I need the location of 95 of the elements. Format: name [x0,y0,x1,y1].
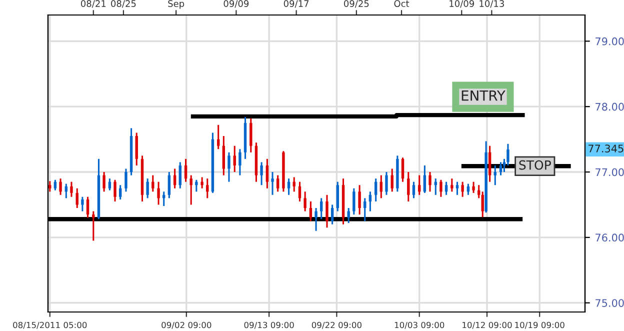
candlestick [352,188,356,216]
candlestick [320,197,323,220]
candlestick [423,164,426,194]
x2-tick-label: Oct [394,0,410,7]
candlestick [330,204,334,226]
candlestick [260,161,263,186]
candlestick [380,174,383,199]
candlestick [407,171,410,202]
candlestick [152,174,154,192]
candlestick [412,181,416,199]
candlestick [108,178,112,192]
x-tick-label: 10/03 09:00 [394,322,444,329]
candlestick [336,181,339,212]
candlestick [385,171,388,196]
annotation: STOP [519,160,551,170]
candlestick [233,145,236,173]
x-tick-label: 09/22 09:00 [312,322,362,329]
x2-tick-label: 10/13 [480,0,504,8]
candlestick [428,171,432,192]
candlestick [292,176,296,192]
candlestick [347,207,350,224]
candlestick [124,168,128,192]
candlestick [401,156,404,183]
x2-tick-label: 10/09 [450,0,474,8]
candlestick [478,184,480,199]
candlestick [481,190,484,218]
candlestick [287,178,290,196]
candlestick [228,152,230,183]
candlestick [271,171,274,196]
candlestick [358,184,361,216]
candlestick [266,158,269,190]
candlestick [472,181,475,194]
candlestick [86,196,90,219]
x2-tick-label: 09/25 [344,0,369,8]
y-tick-label: 76.00 [596,234,624,242]
candlestick [173,168,176,190]
y-tick-label: 77.00 [596,168,624,176]
candlestick [70,181,73,198]
text: 77.345 [588,144,624,152]
candlestick [461,181,464,198]
x2-tick-label: 08/25 [111,0,136,8]
candlestick [92,210,95,242]
candlestick [250,118,252,154]
candlestick [314,207,318,232]
candlestick [488,145,492,183]
candlestick [326,194,328,228]
x-tick-label: 10/12 09:00 [462,322,512,329]
candlestick [102,171,106,192]
candlestick [298,181,302,202]
candlestick [146,178,149,199]
candlestick [178,161,182,190]
candlestick [81,196,84,212]
candlestick [76,188,78,209]
y-tick-label: 78.00 [596,102,624,111]
x-tick-label: 08/15/2011 05:00 [13,322,87,329]
candlestick [168,171,171,199]
candlestick [390,168,394,192]
y-tick-label: 75.00 [596,299,624,307]
candlestick [195,179,198,192]
x-tick-label: 10/19 09:00 [515,322,564,329]
candlestick [200,176,204,190]
annotation: ENTRY [462,90,506,101]
candlestick [157,181,160,206]
candlestick [206,178,209,199]
candlestick [450,178,454,192]
candlestick [309,200,312,222]
candlestick [368,190,372,212]
candlestick [59,178,62,196]
x-tick-label: 09/02 09:00 [162,322,212,329]
x2-tick-label: 08/21 [80,0,106,8]
x2-tick-label: 09/17 [284,0,309,8]
candlestick [238,148,242,176]
candlestick [54,179,57,192]
x2-tick-label: 09/09 [224,0,249,8]
x-tick-label: 09/13 09:00 [244,322,294,329]
candlestick [184,158,188,183]
candlestick [494,164,496,186]
candlestick [190,174,192,206]
candlestick [499,161,502,176]
candlestick [304,190,306,212]
candlestick [135,132,138,166]
candlestick [114,179,116,202]
candlestick [374,178,378,202]
candlestick [222,135,226,176]
candlestick [418,174,421,196]
candlestick [48,180,52,192]
candlestick [364,197,366,222]
candlestick [456,181,459,196]
candlestick [440,179,442,198]
candlestick [118,184,122,200]
y-tick-label: 79.00 [596,37,624,46]
candlestick [216,124,220,150]
candlestick [444,181,448,196]
x2-tick-label: Sep [168,0,184,9]
candlestick [276,174,280,192]
